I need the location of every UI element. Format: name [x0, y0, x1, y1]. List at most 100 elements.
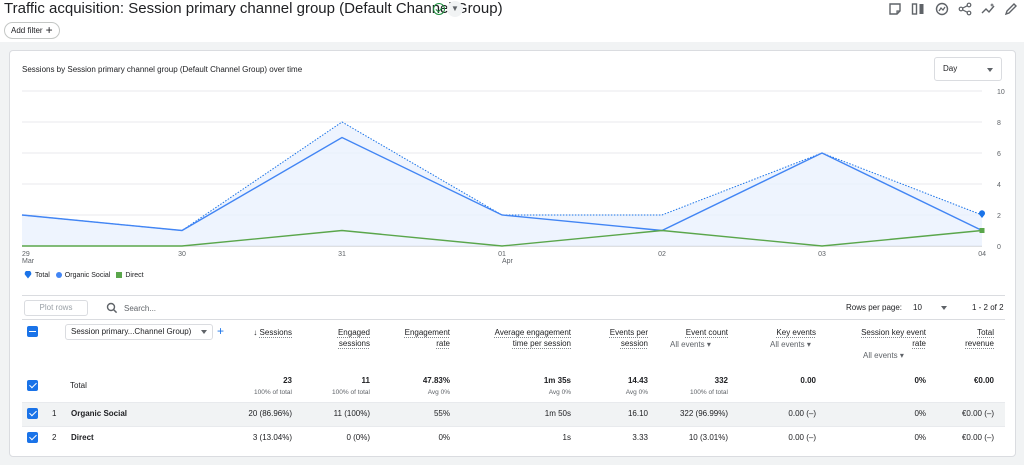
column-header-engagement-rate[interactable]: Engagement rate — [380, 327, 450, 349]
x-tick-label: 04 — [978, 251, 986, 258]
avg-time-header-line2: time per session — [512, 339, 571, 348]
event-count-header-label: Event count — [685, 328, 728, 337]
row-2-channel[interactable]: Direct — [71, 433, 94, 442]
row-2-avg-time: 1s — [562, 433, 571, 442]
divider — [22, 295, 1005, 296]
add-filter-button[interactable]: Add filter + — [4, 22, 60, 39]
caret-down-icon: ▾ — [804, 340, 811, 349]
column-header-sessions[interactable]: ↓ Sessions — [242, 327, 292, 338]
y-tick-label: 2 — [997, 213, 1001, 220]
total-sessions-sub: 100% of total — [254, 389, 292, 396]
plus-icon: + — [45, 23, 53, 37]
total-row-checkbox[interactable] — [27, 380, 38, 391]
column-header-avg-engagement-time[interactable]: Average engagement time per session — [470, 327, 571, 349]
total-marker-icon — [24, 271, 32, 279]
x-tick-label: 03 — [818, 251, 826, 258]
total-key-event-rate: 0% — [914, 376, 926, 385]
total-event-count-sub: 100% of total — [690, 389, 728, 396]
engagement-rate-header-line1: Engagement — [404, 328, 450, 337]
column-header-events-per-session[interactable]: Events per session — [590, 327, 648, 349]
rows-per-page-value: 10 — [913, 303, 922, 312]
caret-down-icon: ▾ — [704, 340, 711, 349]
table-row-shade — [22, 402, 1005, 426]
row-1-event-count: 322 (96.99%) — [679, 409, 728, 418]
dimension-select[interactable]: Session primary...Channel Group) — [65, 324, 213, 340]
session-key-header-line2: rate — [912, 339, 926, 348]
y-tick-label: 8 — [997, 120, 1001, 127]
compare-icon[interactable] — [911, 2, 927, 18]
rows-per-page-select[interactable]: 10 — [911, 301, 949, 315]
row-2-checkbox[interactable] — [27, 432, 38, 443]
key-events-filter-label: All events — [770, 340, 805, 349]
row-2-index: 2 — [52, 433, 57, 442]
title-bar: Traffic acquisition: Session primary cha… — [0, 0, 1024, 20]
x-tick-label: 29 — [22, 251, 30, 258]
column-header-total-revenue[interactable]: Total revenue — [940, 327, 994, 349]
y-tick-label: 10 — [997, 89, 1005, 96]
x-tick-label: 01 — [498, 251, 506, 258]
row-1-engaged: 11 (100%) — [333, 409, 370, 418]
column-header-event-count[interactable]: Event count — [658, 327, 728, 338]
row-1-checkbox[interactable] — [27, 408, 38, 419]
x-tick-label: 02 — [658, 251, 666, 258]
legend-item-total[interactable]: Total — [24, 271, 50, 279]
total-key-events: 0.00 — [800, 376, 816, 385]
legend-label-total: Total — [35, 271, 50, 279]
events-per-header-line2: session — [620, 339, 648, 348]
x-tick-sublabel: Mar — [22, 258, 35, 265]
row-2-revenue: €0.00 (–) — [961, 433, 994, 442]
title-dropdown-button[interactable]: ▼ — [447, 1, 463, 17]
row-1-channel[interactable]: Organic Social — [71, 409, 128, 418]
row-2-engaged: 0 (0%) — [346, 433, 370, 442]
engagement-rate-header-line2: rate — [436, 339, 450, 348]
row-1-avg-time: 1m 50s — [544, 409, 571, 418]
session-key-header-line1: Session key event — [861, 328, 926, 337]
search-input[interactable] — [124, 301, 304, 315]
column-header-session-key-event-rate[interactable]: Session key event rate — [840, 327, 926, 349]
column-header-key-events[interactable]: Key events — [750, 327, 816, 338]
session-key-events-filter[interactable]: All events ▾ — [863, 350, 923, 361]
chart-legend: Total Organic Social Direct — [24, 271, 144, 279]
row-divider — [22, 426, 1005, 427]
column-header-engaged-sessions[interactable]: Engaged sessions — [300, 327, 370, 349]
table-top-border — [22, 319, 1005, 320]
event-count-events-filter[interactable]: All events ▾ — [670, 339, 730, 350]
key-events-filter[interactable]: All events ▾ — [770, 339, 830, 350]
granularity-value: Day — [943, 64, 958, 73]
direct-square-icon — [116, 272, 123, 278]
row-1-revenue: €0.00 (–) — [961, 409, 994, 418]
legend-item-direct[interactable]: Direct — [116, 272, 144, 279]
caret-down-icon — [201, 330, 207, 334]
engaged-header-line2: sessions — [338, 339, 370, 348]
legend-label-organic-social: Organic Social — [64, 271, 111, 279]
caret-down-icon — [941, 306, 947, 310]
row-1-rate: 55% — [433, 409, 450, 418]
row-1-sessions: 20 (86.96%) — [248, 409, 292, 418]
insights-icon[interactable] — [935, 2, 951, 18]
note-icon[interactable] — [888, 2, 904, 18]
key-events-header-label: Key events — [776, 328, 816, 337]
share-icon[interactable] — [958, 2, 974, 18]
trend-sparkle-icon[interactable] — [981, 2, 997, 18]
edit-pencil-icon[interactable] — [1004, 2, 1020, 18]
row-1-index: 1 — [52, 409, 57, 418]
granularity-select[interactable]: Day — [934, 57, 1002, 81]
add-dimension-plus-icon[interactable]: + — [217, 324, 225, 338]
avg-time-header-line1: Average engagement — [494, 328, 571, 337]
row-2-sessions: 3 (13.04%) — [252, 433, 292, 442]
total-engaged: 11 — [361, 376, 370, 385]
legend-item-organic-social[interactable]: Organic Social — [55, 271, 111, 279]
row-2-rate: 0% — [438, 433, 450, 442]
plot-rows-button[interactable]: Plot rows — [24, 300, 88, 316]
row-1-key-rate: 0% — [914, 409, 926, 418]
total-revenue: €0.00 — [973, 376, 994, 385]
row-divider — [22, 402, 1005, 403]
revenue-header-line1: Total — [977, 328, 994, 337]
select-all-checkbox[interactable] — [27, 326, 38, 337]
total-engaged-sub: 100% of total — [332, 389, 370, 396]
engaged-header-line1: Engaged — [337, 328, 370, 337]
total-events-per: 14.43 — [627, 376, 648, 385]
y-tick-label: 6 — [997, 151, 1001, 158]
caret-down-icon — [987, 68, 993, 72]
